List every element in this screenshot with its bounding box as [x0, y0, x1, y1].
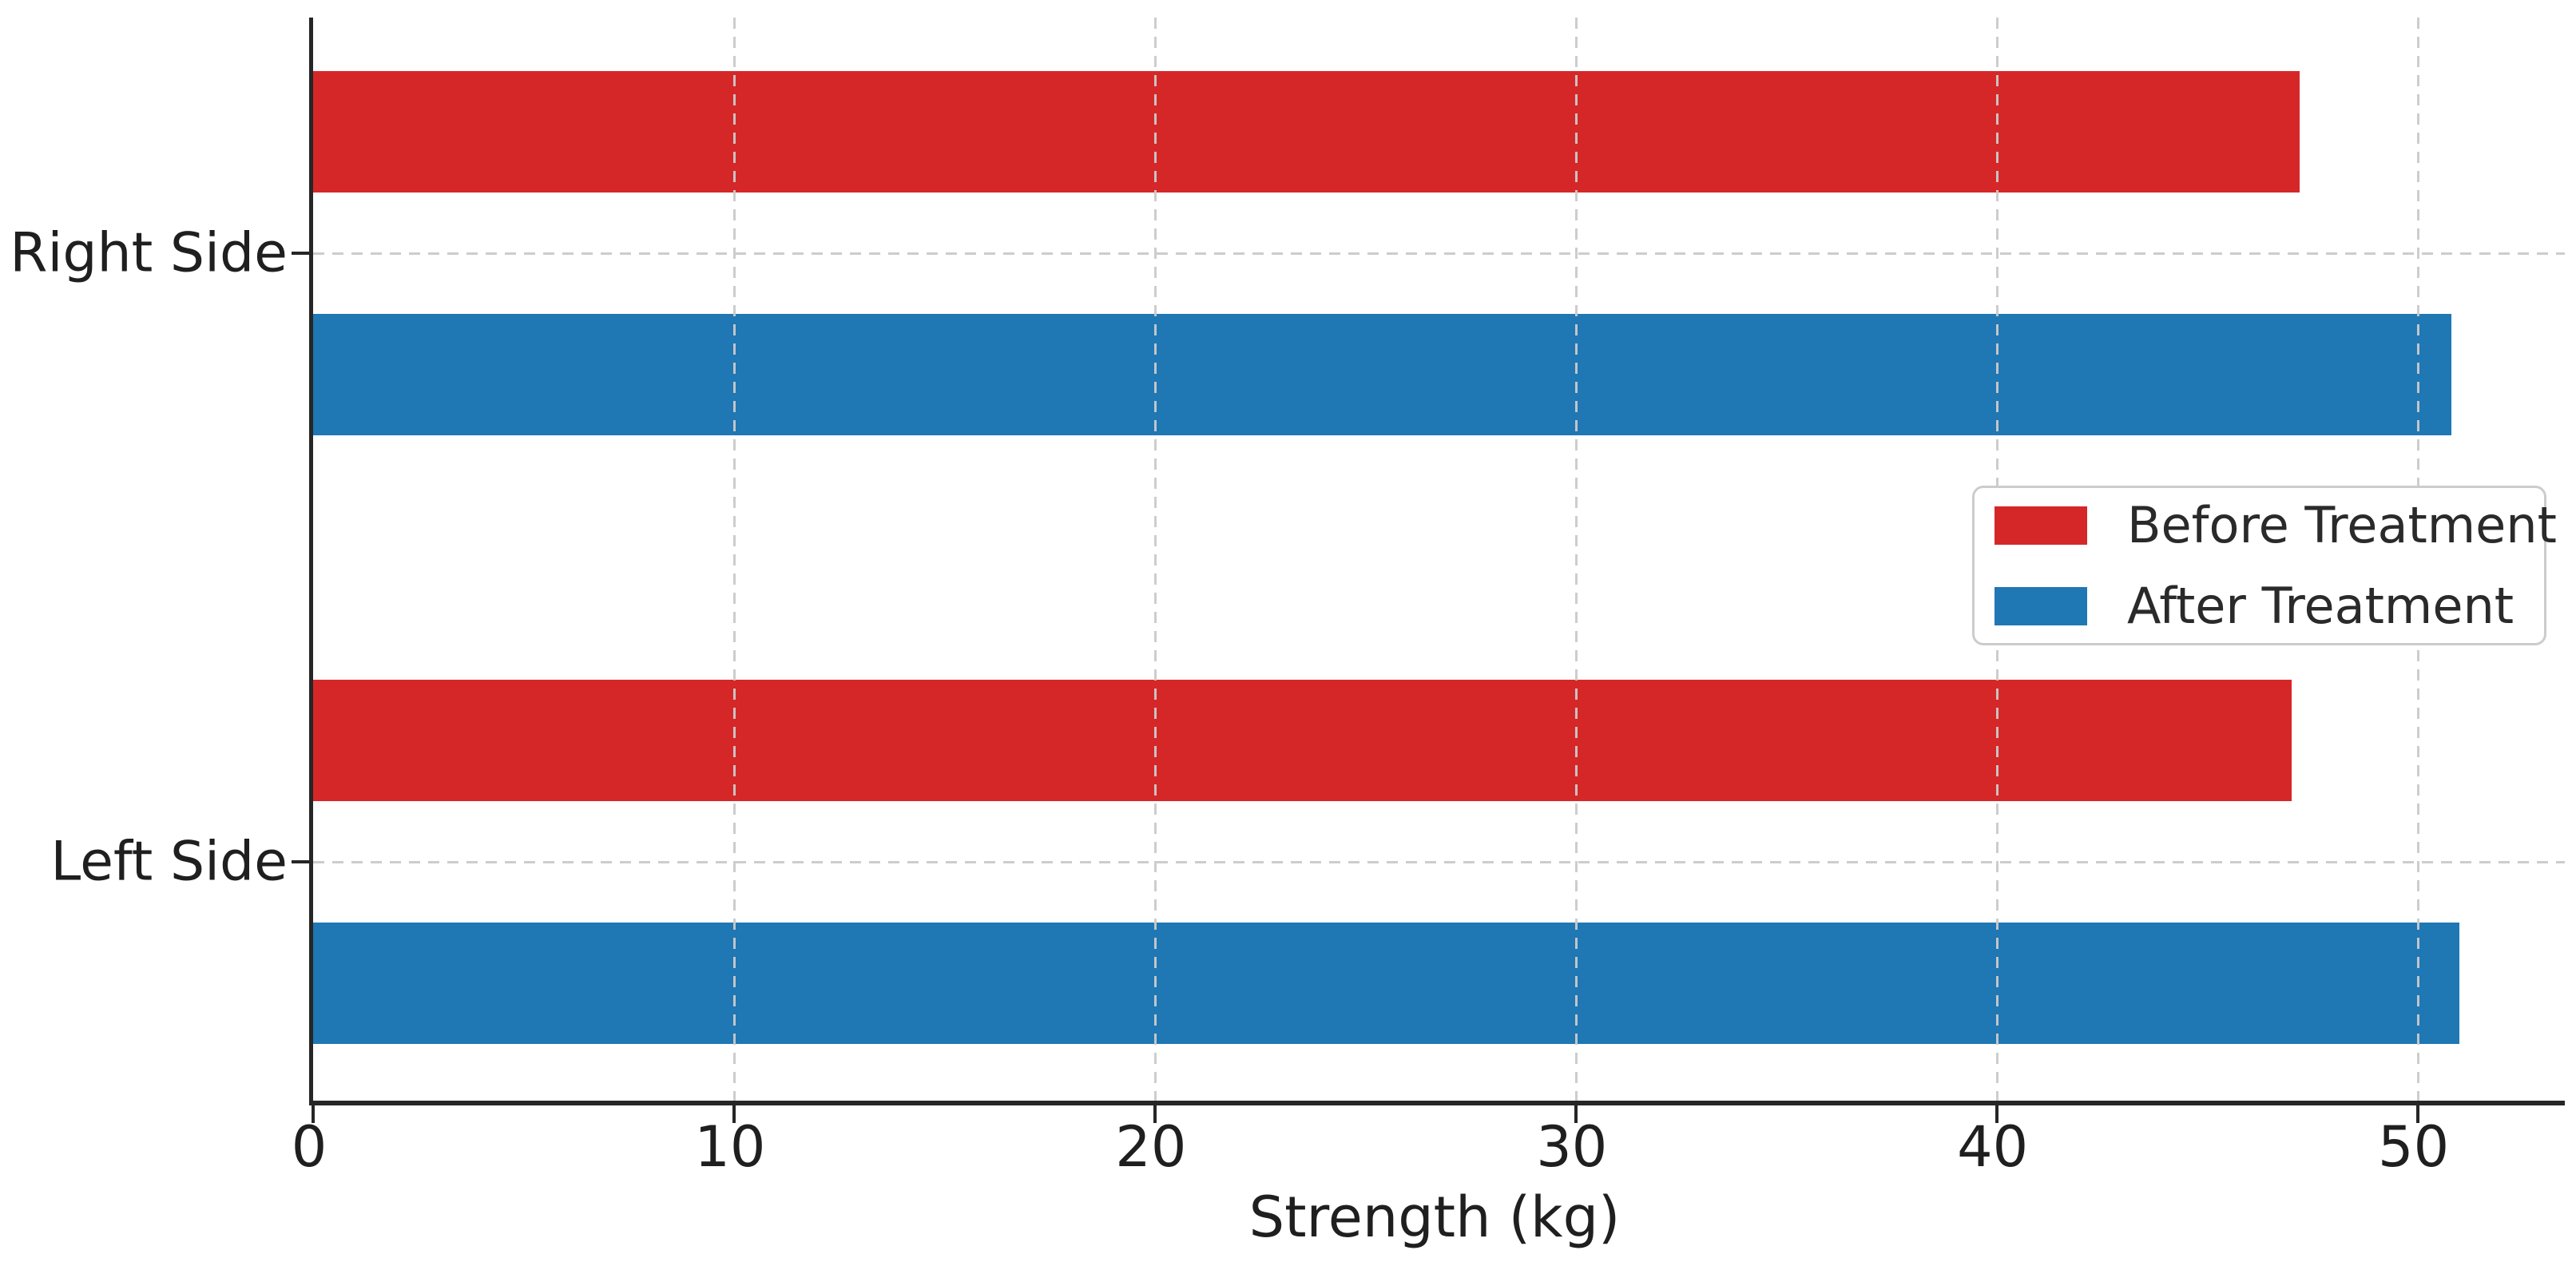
x-tick-mark-30: [1574, 1105, 1578, 1123]
x-tick-mark-40: [1995, 1105, 1998, 1123]
y-tick-mark-0: [292, 252, 309, 256]
gridline-vertical-30: [1574, 18, 1578, 1101]
x-tick-label-30: 30: [1536, 1114, 1608, 1180]
y-tick-mark-1: [292, 860, 309, 863]
x-tick-label-20: 20: [1115, 1114, 1187, 1180]
x-tick-label-10: 10: [694, 1114, 766, 1180]
gridline-vertical-10: [732, 18, 736, 1101]
y-category-label-1: Left Side: [50, 830, 288, 894]
x-tick-mark-50: [2415, 1105, 2419, 1123]
y-category-label-0: Right Side: [10, 221, 288, 285]
gridline-vertical-20: [1153, 18, 1157, 1101]
legend-item-before: Before Treatment: [1995, 496, 2557, 554]
before-treatment-swatch: [1995, 506, 2087, 545]
bar-before-treatment-0: [313, 71, 2300, 193]
gridline-horizontal-0: [313, 252, 2565, 256]
x-tick-label-40: 40: [1957, 1114, 2029, 1180]
bar-after-treatment-1: [313, 922, 2460, 1044]
bar-before-treatment-1: [313, 680, 2292, 802]
x-axis-title: Strength (kg): [1248, 1185, 1621, 1250]
x-tick-mark-10: [732, 1105, 736, 1123]
bar-after-treatment-0: [313, 314, 2451, 435]
legend-label-after: After Treatment: [2127, 577, 2514, 635]
legend-item-after: After Treatment: [1995, 577, 2525, 635]
legend-label-before: Before Treatment: [2127, 496, 2557, 554]
x-tick-label-0: 0: [291, 1114, 327, 1180]
plot-area: [292, 18, 2565, 1123]
x-tick-mark-20: [1153, 1105, 1157, 1123]
x-tick-mark-0: [312, 1105, 315, 1123]
x-tick-label-50: 50: [2378, 1114, 2450, 1180]
after-treatment-swatch: [1995, 586, 2087, 625]
gridline-horizontal-1: [313, 861, 2565, 863]
legend: Before Treatment After Treatment: [1972, 486, 2557, 645]
